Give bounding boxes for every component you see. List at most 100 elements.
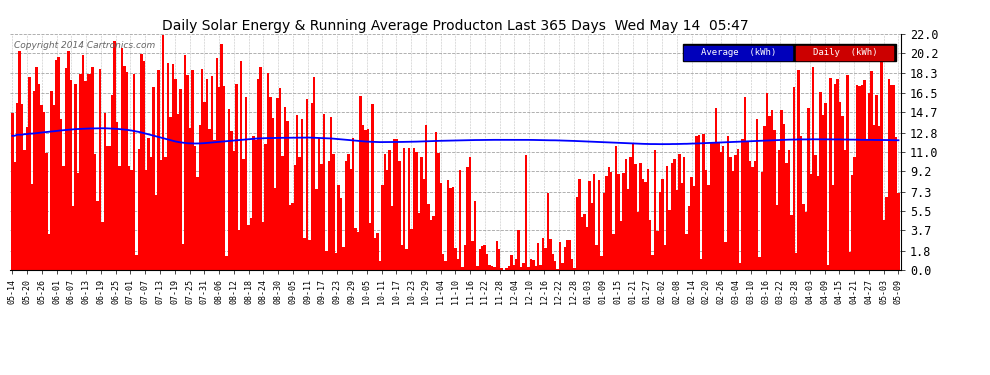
Bar: [189, 128, 191, 270]
Bar: [59, 118, 62, 270]
Bar: [351, 138, 354, 270]
Bar: [800, 136, 802, 270]
Bar: [454, 248, 456, 270]
Bar: [430, 220, 433, 270]
Bar: [442, 254, 445, 270]
Bar: [561, 263, 563, 270]
Bar: [11, 114, 14, 270]
Bar: [79, 74, 82, 270]
Bar: [661, 179, 663, 270]
Bar: [131, 170, 133, 270]
Bar: [159, 159, 162, 270]
Bar: [86, 74, 89, 270]
Bar: [676, 190, 678, 270]
Bar: [328, 160, 330, 270]
Bar: [537, 243, 540, 270]
Bar: [176, 114, 179, 270]
Bar: [671, 163, 673, 270]
Bar: [41, 105, 43, 270]
Bar: [313, 77, 316, 270]
Bar: [530, 259, 532, 270]
Bar: [658, 192, 661, 270]
Bar: [868, 93, 870, 270]
Bar: [233, 151, 235, 270]
Bar: [121, 48, 123, 270]
Bar: [600, 256, 603, 270]
Bar: [751, 166, 753, 270]
Bar: [356, 231, 359, 270]
Bar: [19, 51, 21, 270]
Bar: [231, 130, 233, 270]
Bar: [622, 173, 625, 270]
Bar: [486, 254, 488, 270]
Bar: [388, 150, 391, 270]
Bar: [610, 172, 613, 270]
Bar: [240, 61, 243, 270]
Bar: [111, 95, 114, 270]
Bar: [361, 125, 364, 270]
Bar: [169, 117, 172, 270]
Bar: [223, 86, 226, 270]
Bar: [766, 93, 768, 270]
Bar: [717, 143, 720, 270]
Bar: [542, 238, 545, 270]
Bar: [581, 217, 583, 270]
Bar: [36, 67, 38, 270]
Bar: [316, 189, 318, 270]
Bar: [848, 252, 851, 270]
Bar: [74, 84, 77, 270]
Bar: [48, 234, 50, 270]
Bar: [730, 157, 732, 270]
Bar: [366, 129, 369, 270]
Bar: [403, 148, 406, 270]
Bar: [573, 267, 576, 270]
Bar: [24, 150, 26, 270]
Bar: [325, 251, 328, 270]
Bar: [262, 222, 264, 270]
Bar: [459, 170, 461, 270]
Bar: [680, 183, 683, 270]
Bar: [488, 265, 491, 270]
Bar: [323, 114, 325, 270]
Bar: [615, 146, 618, 270]
Bar: [839, 102, 842, 270]
Bar: [289, 205, 291, 270]
Bar: [825, 103, 827, 270]
Bar: [466, 167, 469, 270]
Bar: [640, 163, 642, 270]
Bar: [500, 268, 503, 270]
Bar: [433, 216, 435, 270]
Bar: [715, 108, 717, 270]
Bar: [778, 150, 780, 270]
Bar: [281, 156, 284, 270]
Bar: [651, 255, 653, 270]
Bar: [398, 161, 401, 270]
Bar: [551, 254, 554, 270]
Bar: [578, 178, 581, 270]
Bar: [748, 161, 751, 270]
Bar: [249, 218, 252, 270]
Text: Copyright 2014 Cartronics.com: Copyright 2014 Cartronics.com: [14, 41, 155, 50]
Bar: [89, 74, 91, 270]
Bar: [451, 187, 454, 270]
Bar: [837, 79, 839, 270]
Bar: [238, 230, 240, 270]
Bar: [863, 80, 865, 270]
Bar: [72, 206, 74, 270]
Bar: [843, 150, 846, 270]
Bar: [720, 152, 722, 270]
Bar: [695, 136, 698, 270]
Bar: [128, 166, 131, 270]
Bar: [67, 51, 69, 270]
Bar: [16, 102, 19, 270]
Bar: [856, 85, 858, 270]
Bar: [668, 210, 671, 270]
Bar: [62, 166, 64, 270]
Bar: [77, 173, 79, 270]
Bar: [870, 71, 873, 270]
Bar: [264, 144, 266, 270]
Bar: [812, 67, 815, 270]
Bar: [768, 116, 770, 270]
Bar: [374, 238, 376, 270]
Bar: [136, 255, 138, 270]
